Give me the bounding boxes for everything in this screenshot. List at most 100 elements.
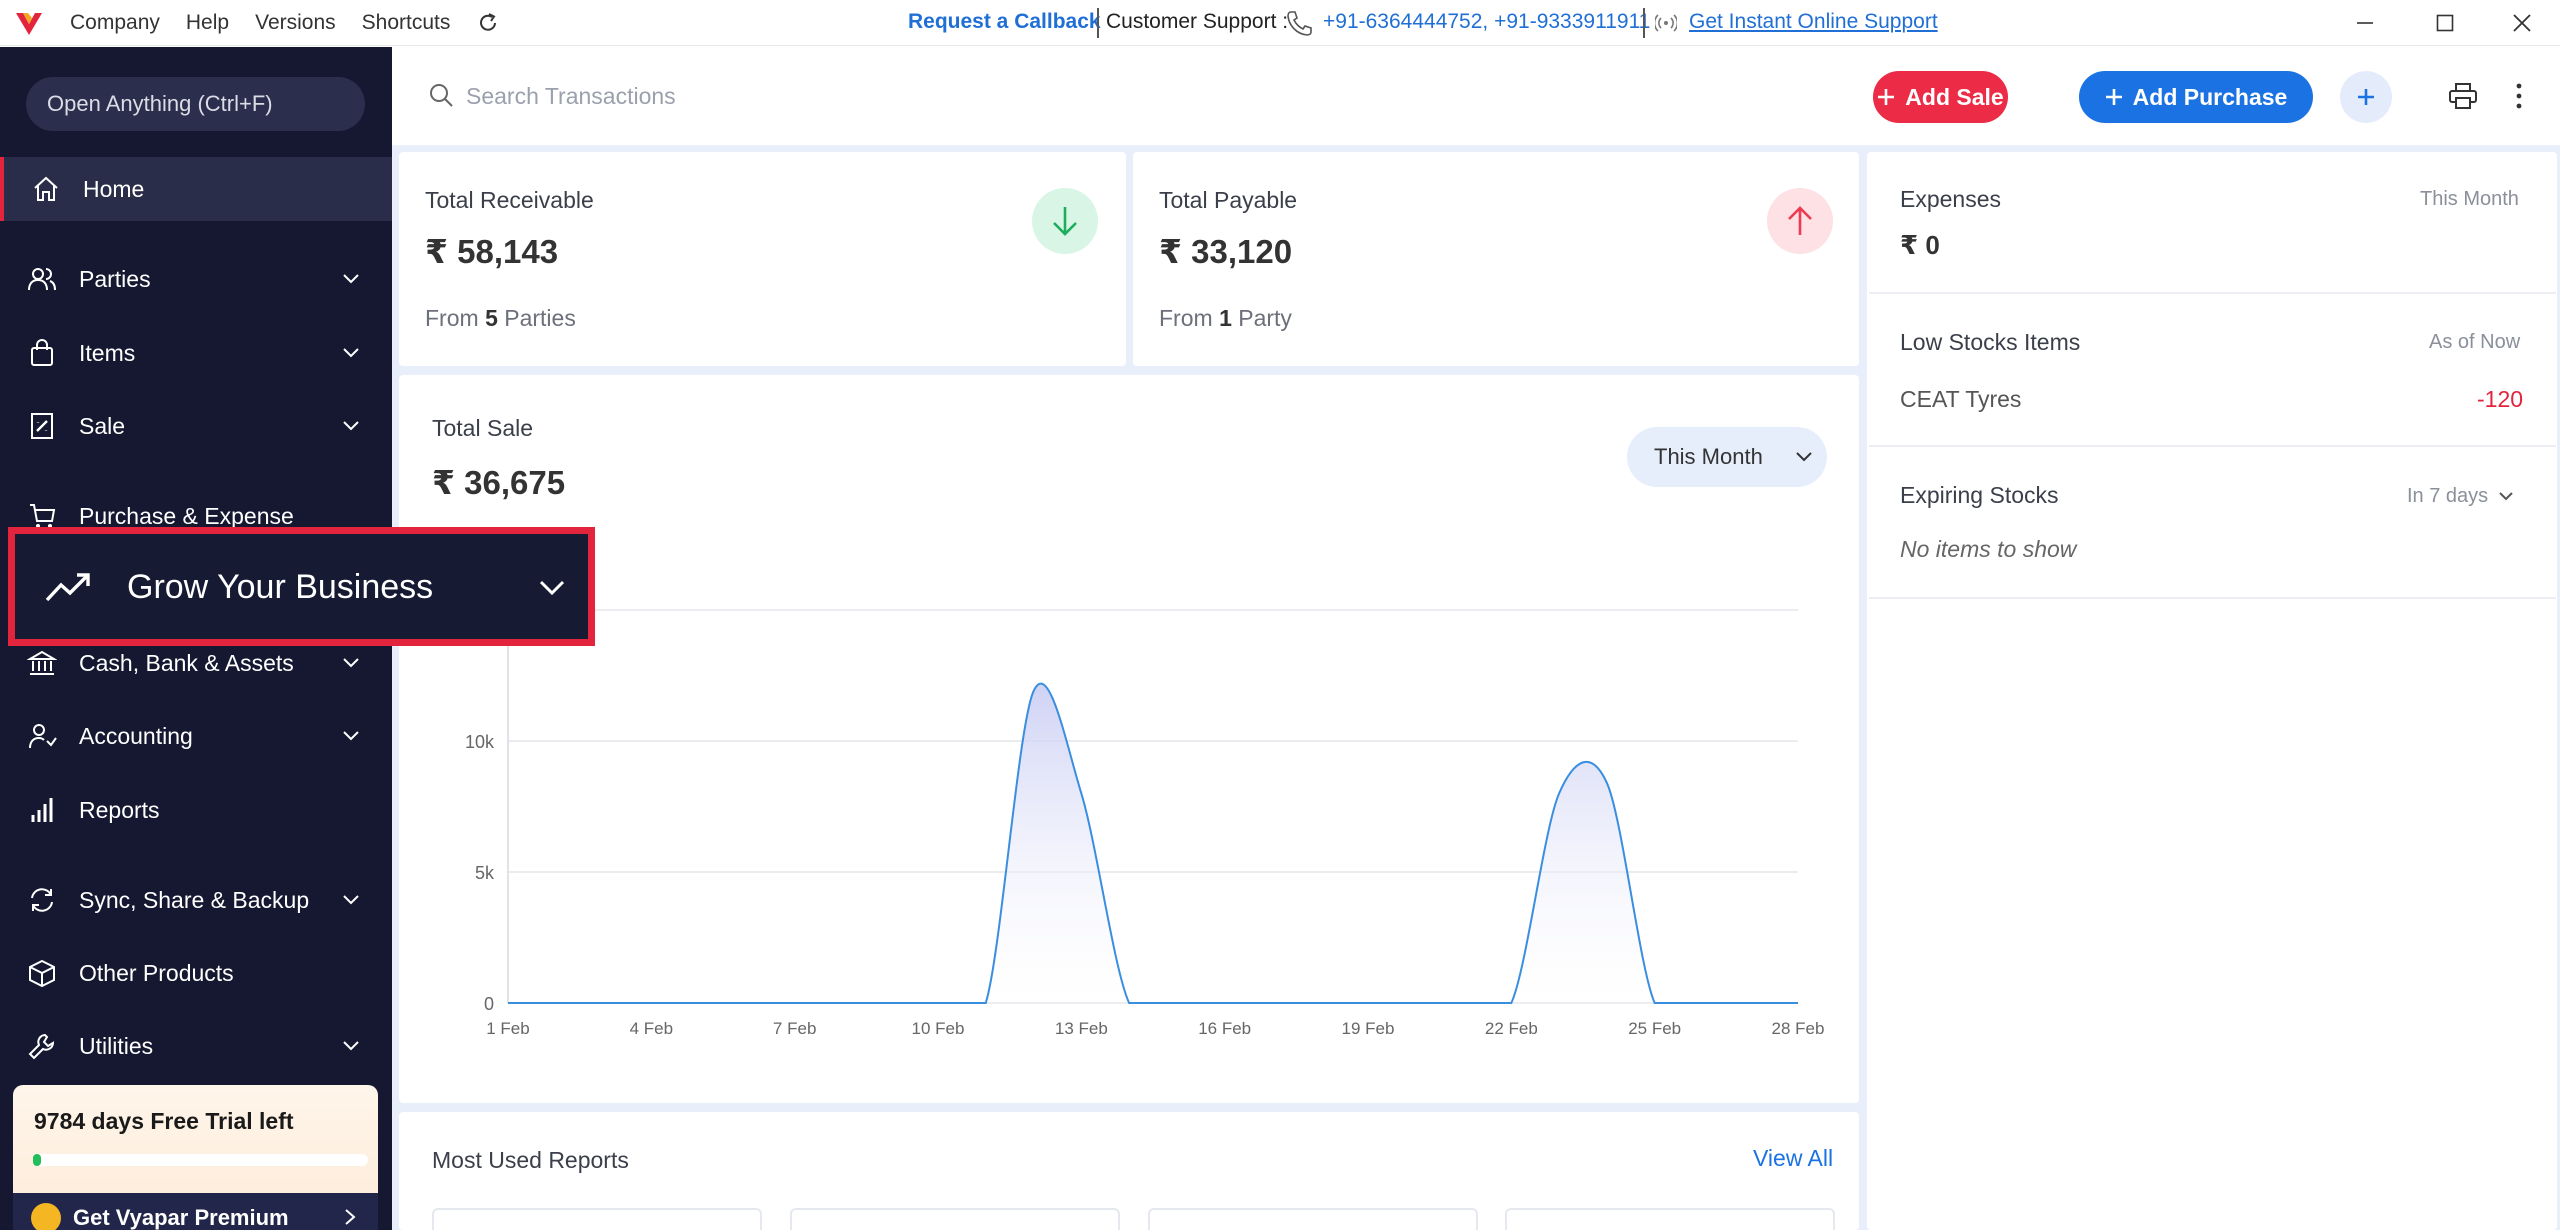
y-tick-label: 10k [465,732,495,752]
sidebar-item-utilities[interactable]: Utilities [0,1014,392,1078]
grow-your-business-label: Grow Your Business [127,568,434,606]
online-support-link[interactable]: Get Instant Online Support [1689,10,1938,33]
print-icon[interactable] [2448,82,2478,110]
search-transactions-input[interactable] [466,76,1066,116]
period-dropdown[interactable]: This Month [1627,427,1827,487]
y-tick-label: 0 [484,994,494,1014]
x-tick-label: 1 Feb [486,1019,529,1038]
open-anything-search[interactable]: Open Anything (Ctrl+F) [26,77,365,131]
sidebar-item-sync[interactable]: Sync, Share & Backup [0,868,392,932]
maximize-button[interactable] [2420,8,2470,38]
total-payable-card[interactable]: Total Payable ₹ 33,120 From 1 Party [1133,152,1859,366]
chevron-down-icon [343,421,359,431]
expiring-stocks-title[interactable]: Expiring Stocks [1900,482,2059,508]
payable-amount: ₹ 33,120 [1159,233,1293,270]
sidebar-item-home[interactable]: Home [0,157,392,221]
chevron-down-icon [343,274,359,284]
close-button[interactable] [2497,8,2547,38]
sidebar-item-cash-bank[interactable]: Cash, Bank & Assets [0,631,392,695]
payable-from-text: From 1 Party [1159,305,1292,331]
sidebar-item-parties[interactable]: Parties [0,247,392,311]
menu-versions[interactable]: Versions [255,10,336,34]
card-title: Total Sale [432,415,534,441]
menu-shortcuts[interactable]: Shortcuts [361,10,451,34]
report-tile[interactable] [790,1208,1120,1230]
sidebar-item-label: Reports [79,796,160,823]
expenses-title[interactable]: Expenses [1900,186,2002,212]
add-purchase-button[interactable]: Add Purchase [2079,71,2313,123]
y-tick-label: 5k [475,863,495,883]
expiring-period-label: In 7 days [2407,484,2489,507]
grow-your-business-item[interactable]: Grow Your Business [8,527,595,646]
home-icon [34,176,58,201]
receivable-amount: ₹ 58,143 [425,233,559,270]
add-sale-label: Add Sale [1905,83,2004,110]
sidebar-item-label: Sale [79,412,126,439]
search-icon [430,84,453,107]
x-tick-label: 25 Feb [1628,1019,1681,1038]
report-tile[interactable] [432,1208,762,1230]
report-tile[interactable] [1505,1208,1835,1230]
expenses-amount: ₹ 0 [1900,230,1940,260]
get-premium-button[interactable]: Get Vyapar Premium [13,1193,378,1230]
sidebar-item-label: Sync, Share & Backup [79,886,310,913]
period-label: This Month [1654,444,1763,469]
box-icon [29,959,55,988]
x-tick-label: 16 Feb [1198,1019,1251,1038]
x-tick-label: 28 Feb [1772,1019,1825,1038]
chevron-down-icon [539,580,565,596]
chevron-down-icon [343,348,359,358]
minimize-icon [2357,22,2373,24]
wrench-icon [28,1033,55,1060]
sales-area-chart: 0 5k 10k 1 Feb 4 Feb 7 Feb 10 Feb 13 Feb 16 Feb 1… [465,609,1825,1038]
sidebar-item-accounting[interactable]: Accounting [0,704,392,768]
divider [1643,8,1645,38]
total-receivable-card[interactable]: Total Receivable ₹ 58,143 From 5 Parties [399,152,1126,366]
summary-panel [1867,152,2557,1230]
refresh-icon[interactable] [476,11,500,35]
arrow-down-icon [1032,188,1098,254]
card-title: Total Receivable [425,187,594,213]
plus-icon [2105,89,2122,105]
menu-company[interactable]: Company [70,10,160,34]
customer-support-label: Customer Support : [1106,10,1289,33]
low-stock-title[interactable]: Low Stocks Items [1900,329,2081,355]
total-sale-amount: ₹ 36,675 [432,464,566,501]
x-tick-label: 10 Feb [912,1019,965,1038]
bank-icon [27,650,57,675]
sidebar-item-sale[interactable]: Sale [0,394,392,458]
chevron-right-icon [345,1209,356,1225]
report-tile[interactable] [1148,1208,1478,1230]
receivable-from-text: From 5 Parties [425,305,576,331]
add-sale-button[interactable]: Add Sale [1873,71,2008,123]
expiring-empty-message: No items to show [1900,536,2077,562]
low-stock-note: As of Now [2429,331,2521,353]
sidebar-item-label: Cash, Bank & Assets [79,649,294,676]
add-more-button[interactable] [2340,71,2392,123]
view-all-link[interactable]: View All [1753,1145,1834,1171]
chevron-down-icon [343,658,359,668]
sidebar-item-label: Other Products [79,959,234,986]
chevron-down-icon [343,731,359,741]
card-title: Total Payable [1159,187,1298,213]
low-stock-item-name: CEAT Tyres [1900,386,2022,412]
broadcast-icon [1655,14,1677,32]
sidebar-item-other-products[interactable]: Other Products [0,941,392,1005]
chevron-down-icon [343,1041,359,1051]
x-tick-label: 7 Feb [773,1019,816,1038]
divider [1869,292,2556,294]
more-options-icon[interactable] [2512,82,2526,110]
vyapar-logo [16,12,42,35]
expiring-period-dropdown[interactable]: In 7 days [2407,481,2514,511]
get-premium-label: Get Vyapar Premium [73,1205,289,1230]
accounting-icon [29,724,57,749]
chevron-down-icon [343,895,359,905]
sidebar-item-reports[interactable]: Reports [0,778,392,842]
support-phone-numbers[interactable]: +91-6364444752, +91-9333911911 [1323,10,1651,33]
request-callback-link[interactable]: Request a Callback [908,10,1101,33]
sidebar-item-items[interactable]: Items [0,321,392,385]
minimize-button[interactable] [2340,8,2390,38]
phone-icon [1287,11,1312,36]
menu-help[interactable]: Help [185,10,230,34]
most-used-reports-title: Most Used Reports [432,1147,629,1173]
